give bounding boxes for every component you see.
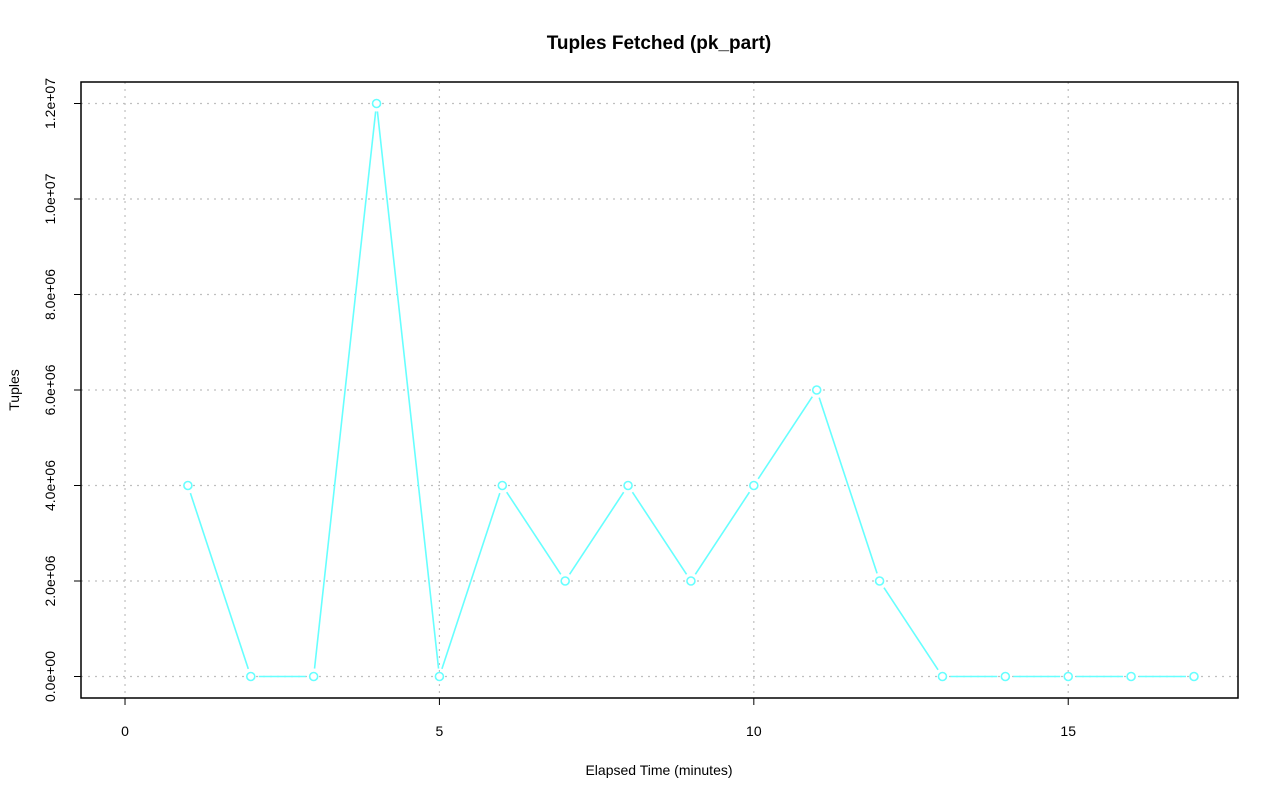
data-point xyxy=(874,576,885,586)
data-point xyxy=(937,671,948,682)
series-line-segment xyxy=(506,491,562,575)
data-point xyxy=(308,671,319,682)
data-point xyxy=(623,480,633,491)
y-axis: 0.0e+00 2.0e+06 4.0e+06 6.0e+06 8.0e+06 1.0e+… xyxy=(42,78,81,702)
y-tick-label: 1.2e+07 xyxy=(42,78,58,129)
x-tick-label: 5 xyxy=(436,723,444,739)
y-tick-label: 4.0e+06 xyxy=(42,460,58,511)
data-point xyxy=(560,576,570,586)
data-point xyxy=(183,480,193,491)
series-line-segment xyxy=(376,111,440,669)
data-point xyxy=(434,671,445,682)
x-tick-label: 15 xyxy=(1060,723,1076,739)
data-point xyxy=(1063,671,1074,682)
x-tick-label: 10 xyxy=(746,723,762,739)
series-line-segment xyxy=(631,491,688,575)
data-point xyxy=(686,576,696,586)
y-tick-label: 0.0e+00 xyxy=(42,651,58,702)
grid xyxy=(81,82,1238,698)
x-tick-label: 0 xyxy=(121,723,129,739)
series-line-segment xyxy=(757,396,813,480)
series-layer xyxy=(183,98,1199,682)
series-line-segment xyxy=(694,491,751,575)
x-axis-label: Elapsed Time (minutes) xyxy=(585,762,732,778)
plot-frame xyxy=(80,81,1239,699)
data-point xyxy=(371,98,382,109)
y-tick-label: 6.0e+06 xyxy=(42,364,58,415)
series-line-segment xyxy=(441,492,501,670)
series-line-segment xyxy=(883,587,939,671)
y-tick-label: 8.0e+06 xyxy=(42,269,58,320)
series-line-segment xyxy=(568,491,625,575)
data-point xyxy=(1189,671,1199,682)
data-point xyxy=(1000,671,1011,682)
y-tick-label: 1.0e+07 xyxy=(42,173,58,224)
series-line-segment xyxy=(313,111,377,669)
series-line-segment xyxy=(818,397,878,574)
x-axis: 0 5 10 15 xyxy=(121,698,1076,739)
chart-title: Tuples Fetched (pk_part) xyxy=(547,33,772,54)
y-tick-label: 2.0e+06 xyxy=(42,555,58,606)
series-line-segment xyxy=(189,492,250,670)
data-point xyxy=(749,480,759,491)
data-point xyxy=(245,671,256,682)
data-point xyxy=(811,385,822,395)
y-axis-label: Tuples xyxy=(6,369,22,411)
data-point xyxy=(1126,671,1136,682)
data-point xyxy=(497,480,508,491)
